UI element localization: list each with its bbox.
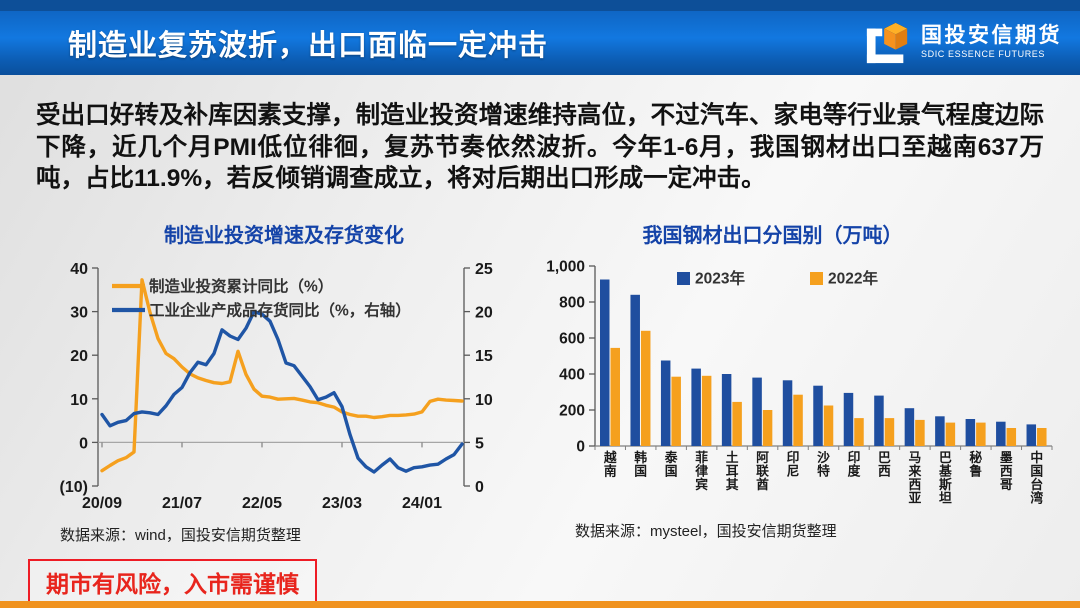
svg-text:1,000: 1,000 (546, 259, 585, 276)
svg-text:0: 0 (475, 479, 484, 496)
svg-text:中国台湾: 中国台湾 (1030, 450, 1043, 506)
svg-text:21/07: 21/07 (162, 495, 202, 512)
svg-text:24/01: 24/01 (402, 495, 442, 512)
bar-chart-svg: 1,0008006004002000越南韩国泰国菲律宾土耳其阿联酋印尼沙特印度巴… (546, 259, 1053, 506)
line-chart-title: 制造业投资增速及存货变化 (164, 225, 404, 247)
svg-text:沙特: 沙特 (817, 450, 830, 479)
svg-text:墨西哥: 墨西哥 (1000, 450, 1013, 492)
logo-name-cn: 国投安信期货 (921, 24, 1062, 47)
svg-text:800: 800 (559, 295, 585, 312)
svg-text:400: 400 (559, 367, 585, 384)
bar-chart-title: 我国钢材出口分国别（万吨） (642, 225, 903, 247)
risk-text: 期市有风险，入市需谨慎 (46, 571, 299, 597)
svg-text:30: 30 (70, 305, 88, 322)
svg-text:2023年: 2023年 (695, 269, 745, 288)
svg-text:土耳其: 土耳其 (726, 450, 739, 492)
svg-text:20: 20 (70, 348, 88, 365)
svg-text:秘鲁: 秘鲁 (969, 450, 982, 479)
svg-text:菲律宾: 菲律宾 (695, 450, 708, 492)
line-chart-panel: 制造业投资增速及存货变化 40 30 20 10 0 (10) 25 20 15 10 5 0 20/0… (38, 222, 530, 545)
svg-text:制造业投资累计同比（%）: 制造业投资累计同比（%） (149, 277, 333, 296)
svg-text:20/09: 20/09 (82, 495, 122, 512)
risk-disclaimer: 期市有风险，入市需谨慎 (28, 559, 317, 605)
svg-text:马来西亚: 马来西亚 (908, 450, 922, 506)
svg-text:巴基斯坦: 巴基斯坦 (938, 450, 952, 506)
header-top-strip (0, 0, 1080, 11)
svg-text:2022年: 2022年 (828, 269, 878, 288)
svg-text:600: 600 (559, 331, 585, 348)
svg-text:23/03: 23/03 (322, 495, 362, 512)
line-chart-source: 数据来源：wind，国投安信期货整理 (60, 527, 301, 544)
svg-text:印尼: 印尼 (787, 450, 800, 479)
header: 制造业复苏波折，出口面临一定冲击 国投安信期货 SDIC ESSENCE FUT… (0, 0, 1080, 75)
bar-chart-source: 数据来源：mysteel，国投安信期货整理 (575, 523, 837, 540)
svg-text:25: 25 (475, 261, 493, 278)
bottom-bar (0, 601, 1080, 608)
svg-text:10: 10 (475, 392, 493, 409)
svg-text:40: 40 (70, 261, 88, 278)
svg-text:0: 0 (79, 435, 88, 452)
svg-text:阿联酋: 阿联酋 (756, 450, 769, 492)
logo-name-en: SDIC ESSENCE FUTURES (921, 49, 1046, 59)
logo-text: 国投安信期货 SDIC ESSENCE FUTURES (921, 25, 1062, 59)
svg-text:工业企业产成品存货同比（%，右轴）: 工业企业产成品存货同比（%，右轴） (149, 301, 411, 320)
svg-text:0: 0 (576, 439, 585, 456)
svg-text:20: 20 (475, 305, 493, 322)
svg-text:10: 10 (70, 392, 88, 409)
svg-text:巴西: 巴西 (878, 450, 891, 479)
svg-text:越南: 越南 (603, 450, 617, 479)
svg-text:15: 15 (475, 348, 493, 365)
svg-text:韩国: 韩国 (634, 450, 647, 479)
intro-text: 受出口好转及补库因素支撑，制造业投资增速维持高位，不过汽车、家电等行业景气程度边… (36, 102, 1044, 192)
svg-text:(10): (10) (60, 479, 88, 496)
svg-text:22/05: 22/05 (242, 495, 282, 512)
svg-text:5: 5 (475, 435, 484, 452)
svg-text:泰国: 泰国 (665, 450, 678, 479)
logo: 国投安信期货 SDIC ESSENCE FUTURES (865, 19, 1062, 65)
bar-chart-panel: 我国钢材出口分国别（万吨） 1,000 800 600 400 200 0 越南 韩国 泰国 菲律… (545, 222, 1070, 541)
logo-cube-icon (866, 22, 908, 64)
page-title: 制造业复苏波折，出口面临一定冲击 (68, 30, 549, 62)
svg-text:印度: 印度 (848, 450, 861, 479)
svg-text:200: 200 (559, 403, 585, 420)
header-band: 制造业复苏波折，出口面临一定冲击 国投安信期货 SDIC ESSENCE FUT… (0, 11, 1080, 75)
line-chart-svg: 40 30 20 10 0 (10) 25 20 15 10 5 0 20/09 21/07 22/05 23… (60, 261, 493, 512)
